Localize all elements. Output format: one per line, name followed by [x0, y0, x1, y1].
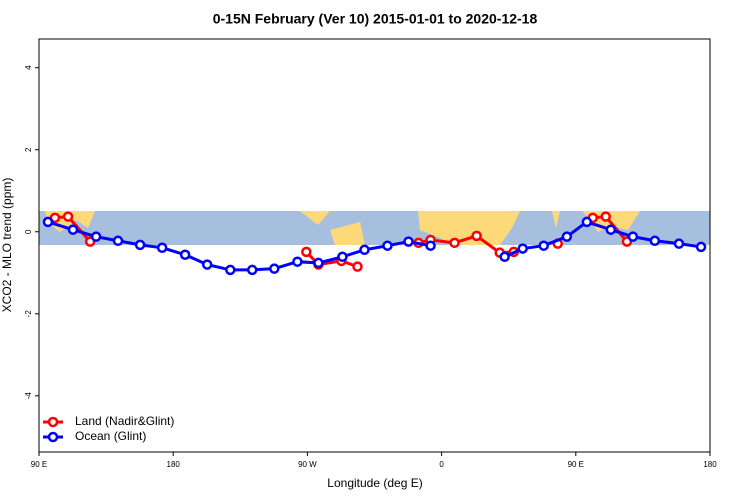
data-point — [134, 239, 146, 251]
data-point — [246, 264, 258, 276]
x-tick-label: 180 — [703, 460, 717, 469]
y-tick-label: -4 — [24, 392, 33, 400]
land-map — [418, 211, 520, 245]
data-point — [605, 224, 617, 235]
x-tick-label: 0 — [439, 460, 444, 469]
x-axis-label: Longitude (deg E) — [327, 476, 422, 490]
y-tick-label: 0 — [24, 229, 33, 234]
legend-marker — [47, 416, 59, 428]
data-point — [301, 246, 312, 258]
legend-marker — [47, 431, 59, 443]
land-map — [552, 211, 560, 228]
data-point — [649, 235, 661, 247]
data-point — [112, 235, 124, 247]
data-point — [600, 211, 612, 222]
data-point — [499, 251, 510, 263]
data-point — [90, 231, 102, 242]
data-point — [471, 230, 482, 242]
data-point — [313, 257, 324, 269]
y-tick-label: 2 — [24, 147, 33, 152]
data-point — [695, 241, 707, 253]
data-point — [292, 256, 303, 267]
x-tick-label: 90 E — [568, 460, 584, 469]
data-point — [403, 236, 414, 247]
data-point — [201, 259, 213, 270]
y-axis-label: XCO2 - MLO trend (ppm) — [0, 178, 14, 313]
data-point — [352, 261, 363, 272]
chart-title: 0-15N February (Ver 10) 2015-01-01 to 20… — [213, 11, 538, 27]
data-point — [179, 249, 191, 260]
x-tick-label: 90 E — [31, 460, 47, 469]
data-point — [67, 224, 79, 235]
data-point — [156, 242, 168, 254]
land-map — [300, 211, 330, 225]
data-point — [449, 237, 460, 249]
data-point — [382, 240, 393, 251]
x-tick-label: 90 W — [298, 460, 317, 469]
x-tick-label: 180 — [167, 460, 181, 469]
data-point — [538, 240, 549, 251]
plot-frame — [38, 38, 711, 453]
data-point — [337, 251, 348, 263]
data-point — [62, 211, 74, 222]
data-point — [517, 243, 528, 254]
data-point — [269, 263, 280, 274]
data-point — [673, 238, 685, 249]
data-point — [425, 240, 436, 251]
data-point — [225, 264, 236, 276]
data-point — [561, 231, 573, 242]
data-point — [627, 231, 639, 242]
data-point — [42, 216, 54, 228]
land-map — [330, 222, 365, 245]
legend-label: Land (Nadir&Glint) — [75, 414, 174, 428]
data-point — [581, 216, 593, 228]
data-point — [359, 244, 370, 256]
y-tick-label: 4 — [24, 65, 33, 70]
y-tick-label: -2 — [24, 310, 33, 318]
legend-label: Ocean (Glint) — [75, 429, 146, 443]
